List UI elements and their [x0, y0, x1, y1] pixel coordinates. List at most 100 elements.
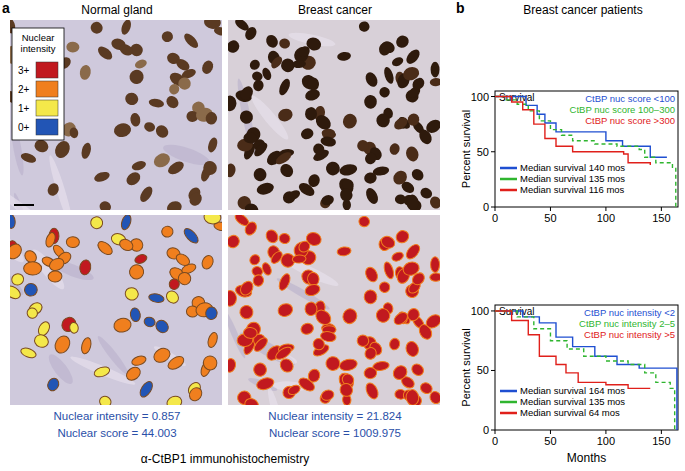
nucleus [391, 168, 410, 187]
nucleus [66, 41, 79, 52]
caption: α-CtBP1 immunohistochemistry [141, 452, 309, 466]
legend-entry: CtBP nuc intensity 2–5 [579, 318, 675, 329]
figure: aNormal glandBreast cancerNuclearintensi… [0, 0, 685, 471]
nucleus [406, 112, 421, 128]
legend-entry: CtBP nuc score >300 [585, 115, 675, 126]
nucleus [228, 163, 237, 179]
annotation-swatch [500, 390, 517, 393]
nucleus [243, 201, 260, 210]
nucleus [401, 260, 421, 278]
nucleus [205, 111, 218, 125]
legend-swatch [36, 62, 58, 78]
nucleus [409, 167, 425, 183]
nucleus [255, 181, 275, 197]
x-tick-label: 100 [597, 435, 615, 447]
nucleus [47, 256, 66, 273]
nucleus [238, 303, 256, 321]
nucleus [33, 333, 51, 350]
micrograph [10, 215, 222, 405]
x-tick [661, 207, 662, 211]
plot-frame [495, 305, 678, 430]
nucleus [406, 307, 421, 323]
y-tick [491, 96, 495, 97]
nucleus [419, 381, 434, 396]
x-tick [605, 207, 606, 211]
y-tick-label: 0 [483, 424, 489, 436]
nucleus [177, 271, 193, 287]
nucleus [341, 307, 359, 326]
nucleus [206, 331, 219, 348]
nucleus [20, 346, 38, 359]
nucleus [153, 318, 170, 335]
nucleus [10, 283, 23, 301]
curves [495, 311, 677, 430]
nucleus [252, 167, 268, 183]
x-tick-label: 100 [597, 212, 615, 224]
survival-curve [495, 311, 677, 430]
tissue-background [10, 20, 222, 210]
y-tick [491, 370, 495, 371]
nucleus [243, 396, 260, 405]
nucleus [431, 257, 440, 273]
nucleus [252, 274, 265, 287]
x-tick-label: 150 [652, 212, 670, 224]
nucleus [127, 262, 146, 281]
nucleus [338, 186, 355, 203]
nucleus [88, 215, 105, 231]
nucleus [378, 86, 391, 99]
annotation-swatch [500, 412, 517, 415]
nucleus [165, 199, 183, 210]
nucleus [323, 354, 342, 373]
nucleus [276, 302, 294, 319]
nucleus [278, 356, 296, 374]
nucleus [148, 293, 165, 304]
nucleus [164, 289, 181, 306]
measurement: Nuclear intensity = 0.857 [54, 410, 181, 422]
nucleus [166, 159, 186, 177]
nucleus [405, 389, 419, 405]
x-tick-label: 50 [544, 435, 556, 447]
y-tick-label: 0 [483, 201, 489, 213]
nucleus [337, 246, 352, 257]
y-tick-label: 50 [477, 146, 489, 158]
nucleus [243, 327, 257, 339]
nucleus [174, 57, 191, 73]
x-tick-label: 50 [544, 212, 556, 224]
nucleus [404, 242, 423, 261]
nucleus [143, 121, 156, 133]
nucleus [52, 138, 72, 160]
x-tick-label: 0 [492, 435, 498, 447]
y-tick [491, 430, 495, 431]
nucleus [124, 365, 143, 383]
nucleus [134, 58, 148, 70]
y-axis-label: Percent survival [460, 110, 472, 188]
nucleus [238, 84, 256, 102]
nucleus [69, 322, 79, 334]
x-tick [495, 207, 496, 211]
nucleus [356, 333, 371, 348]
nucleus [358, 20, 371, 32]
nucleus [20, 151, 38, 164]
nucleus [44, 231, 57, 248]
y-tick-label: 100 [471, 305, 489, 317]
y-tick [491, 151, 495, 152]
y-tick [491, 310, 495, 311]
legend-box [12, 28, 64, 140]
nucleus [374, 111, 392, 129]
annotation: Median survival 140 mos [520, 162, 625, 173]
scale-bar [14, 204, 34, 206]
nucleus [120, 20, 133, 36]
nucleus [323, 159, 342, 178]
nucleus [52, 333, 72, 355]
annotation-swatch [500, 401, 517, 404]
nucleus [379, 234, 396, 250]
stroma [10, 222, 28, 266]
nucleus [96, 44, 115, 62]
nucleus [363, 346, 378, 362]
nucleus [255, 376, 275, 392]
nucleus [299, 127, 315, 141]
nucleus [287, 188, 302, 201]
nucleus [243, 132, 257, 144]
nucleus [174, 252, 191, 268]
nucleus [228, 358, 237, 374]
